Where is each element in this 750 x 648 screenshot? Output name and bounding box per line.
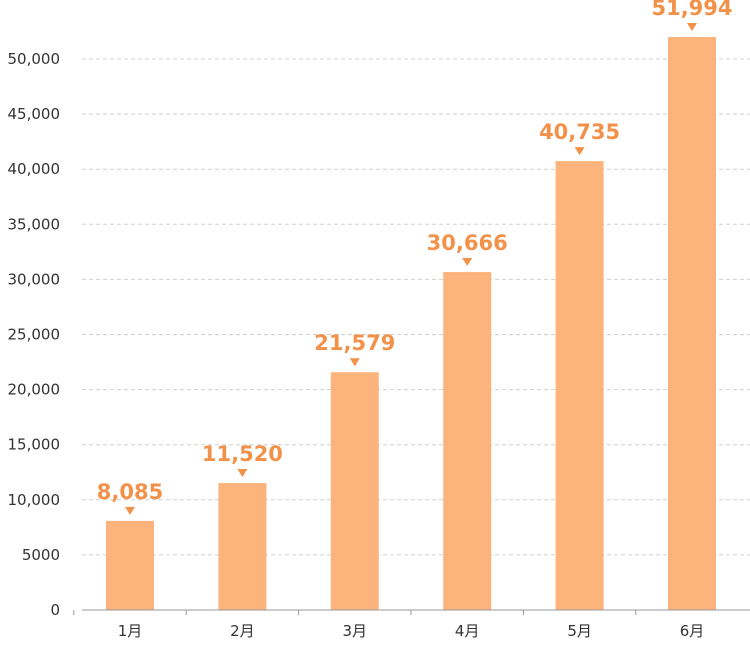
bar: [106, 520, 154, 610]
y-tick-label: 45,000: [8, 105, 61, 123]
bar: [330, 372, 379, 610]
data-label-marker: [125, 506, 135, 515]
x-tick-label: 3月: [343, 622, 368, 640]
y-tick-label: 30,000: [8, 270, 61, 288]
x-tick-label: 2月: [230, 622, 255, 640]
data-label-marker: [574, 147, 585, 156]
bars: [106, 37, 716, 611]
bar: [443, 272, 492, 610]
bar: [555, 161, 604, 611]
x-tick-label: 5月: [567, 622, 592, 640]
data-label-marker: [462, 258, 473, 267]
data-label: 30,666: [427, 231, 508, 255]
gridlines: [82, 58, 750, 556]
y-tick-label: 20,000: [8, 381, 61, 399]
y-tick-label: 10,000: [8, 491, 61, 509]
x-tick-label: 1月: [118, 622, 143, 640]
y-tick-label: 40,000: [8, 160, 61, 178]
x-tick-label: 6月: [680, 622, 705, 640]
data-label: 21,579: [314, 331, 395, 355]
x-axis: 1月 2月 3月 4月 5月 6月: [73, 609, 750, 640]
data-label: 51,994: [651, 0, 732, 20]
bar: [668, 37, 716, 610]
data-label-marker: [687, 23, 697, 32]
y-tick-label: 15,000: [8, 436, 61, 454]
y-tick-label: 0: [50, 601, 60, 619]
y-tick-label: 50,000: [8, 50, 61, 68]
data-label: 8,085: [97, 480, 163, 504]
x-tick-label: 4月: [455, 622, 480, 640]
data-label-marker: [237, 469, 248, 478]
y-tick-label: 35,000: [8, 215, 61, 233]
y-axis: 0 5000 10,000 15,000 20,000 25,000 30,000 35,00…: [8, 50, 61, 619]
y-tick-label: 5000: [22, 546, 60, 564]
data-labels: 8,085 11,520 21,579 30,666 40,735 51,994: [97, 0, 733, 515]
data-label: 11,520: [202, 442, 283, 466]
data-label: 40,735: [539, 120, 620, 144]
y-tick-label: 25,000: [8, 326, 61, 344]
data-label-marker: [349, 358, 360, 367]
bar: [218, 483, 267, 610]
